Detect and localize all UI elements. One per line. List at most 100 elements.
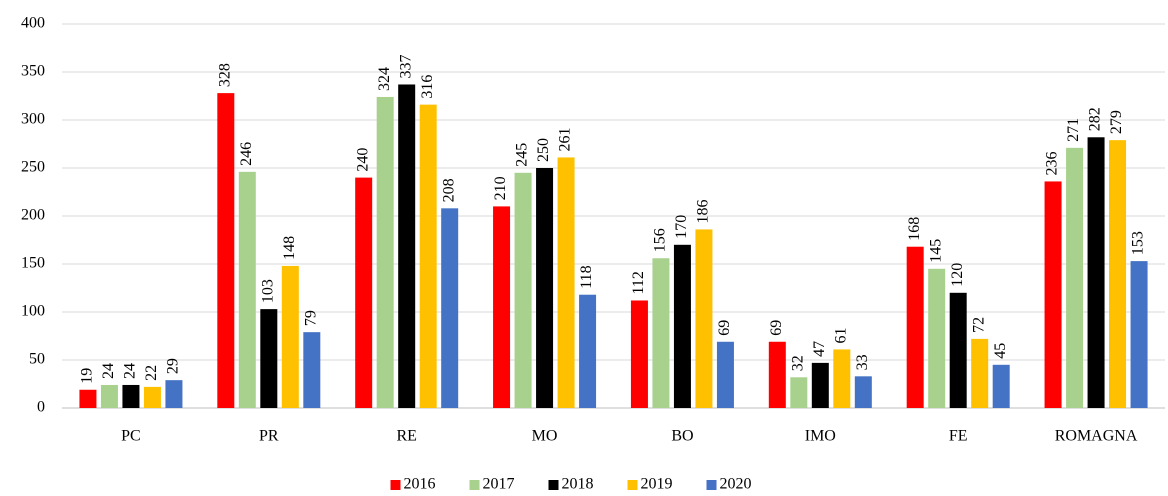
x-tick-label: PR (259, 428, 279, 445)
data-label: 208 (440, 178, 457, 202)
bar (1109, 140, 1127, 408)
bar (165, 380, 183, 408)
y-tick-label: 250 (21, 159, 45, 176)
bar (355, 177, 373, 408)
bar (811, 362, 829, 408)
bar (992, 364, 1010, 408)
data-label: 337 (397, 54, 414, 78)
x-tick-label: PC (121, 428, 141, 445)
y-tick-label: 400 (21, 15, 45, 32)
bar (695, 229, 713, 408)
bar (1044, 181, 1062, 408)
data-label: 271 (1065, 118, 1082, 142)
bar (790, 377, 808, 408)
data-label: 168 (906, 217, 923, 241)
bar (281, 265, 299, 408)
x-tick-label: MO (532, 428, 558, 445)
data-label: 120 (949, 263, 966, 287)
data-label: 118 (578, 265, 595, 288)
data-label: 282 (1087, 107, 1104, 131)
y-tick-label: 350 (21, 63, 45, 80)
data-label: 47 (811, 341, 828, 357)
x-tick-label: IMO (805, 428, 836, 445)
data-label: 156 (652, 228, 669, 252)
legend-label: 2019 (641, 476, 673, 493)
bar (398, 84, 416, 408)
data-label: 29 (165, 358, 182, 374)
bar (122, 384, 140, 408)
legend-label: 2017 (483, 476, 515, 493)
bar (493, 206, 511, 408)
data-label: 24 (122, 363, 139, 379)
bar (217, 93, 235, 409)
bar (376, 96, 394, 409)
bar (579, 294, 597, 408)
bar (260, 309, 278, 408)
legend-swatch (706, 480, 717, 490)
bar (79, 389, 97, 408)
bar (419, 104, 437, 408)
y-tick-label: 50 (29, 351, 45, 368)
bar (441, 208, 459, 408)
data-label: 279 (1108, 110, 1125, 134)
bar (100, 384, 118, 408)
legend-label: 2018 (562, 476, 594, 493)
x-tick-label: FE (949, 428, 968, 445)
data-label: 210 (492, 176, 509, 200)
data-label: 328 (216, 63, 233, 87)
x-tick-label: BO (671, 428, 693, 445)
data-label: 153 (1130, 231, 1147, 255)
data-label: 324 (376, 67, 393, 91)
data-label: 69 (716, 320, 733, 336)
data-label: 22 (143, 365, 160, 381)
data-label: 32 (789, 355, 806, 371)
x-tick-label: ROMAGNA (1055, 428, 1138, 445)
bar (949, 292, 967, 408)
bar (238, 171, 256, 408)
bar (854, 376, 872, 408)
bar (630, 300, 648, 408)
data-label: 236 (1044, 151, 1061, 175)
data-label: 246 (238, 142, 255, 166)
legend-label: 2016 (404, 476, 436, 493)
bar (1130, 261, 1148, 408)
data-label: 148 (281, 236, 298, 260)
bar (1087, 137, 1105, 408)
bar (833, 349, 851, 408)
data-label: 61 (832, 327, 849, 343)
bar (514, 172, 532, 408)
y-tick-label: 100 (21, 303, 45, 320)
data-label: 45 (992, 343, 1009, 359)
data-label: 112 (630, 271, 647, 294)
bar (303, 332, 321, 408)
legend-swatch (627, 480, 638, 490)
data-label: 24 (100, 363, 117, 379)
bar (652, 258, 670, 408)
data-label: 316 (419, 75, 436, 99)
legend-swatch (469, 480, 480, 490)
y-tick-label: 0 (37, 399, 45, 416)
x-tick-label: RE (396, 428, 416, 445)
data-label: 250 (535, 138, 552, 162)
y-tick-label: 200 (21, 207, 45, 224)
data-label: 19 (79, 368, 96, 384)
data-label: 186 (695, 199, 712, 223)
data-label: 170 (673, 215, 690, 239)
bar (143, 386, 161, 408)
bar (928, 268, 946, 408)
legend-label: 2020 (720, 476, 752, 493)
legend-swatch (390, 480, 401, 490)
data-label: 245 (514, 143, 531, 167)
bar (906, 246, 924, 408)
data-label: 103 (259, 279, 276, 303)
bar (971, 338, 989, 408)
data-label: 79 (302, 310, 319, 326)
y-tick-label: 150 (21, 255, 45, 272)
data-label: 145 (927, 239, 944, 263)
bar (536, 168, 554, 408)
y-tick-label: 300 (21, 111, 45, 128)
data-label: 69 (768, 320, 785, 336)
bar (557, 157, 575, 408)
data-label: 33 (854, 354, 871, 370)
